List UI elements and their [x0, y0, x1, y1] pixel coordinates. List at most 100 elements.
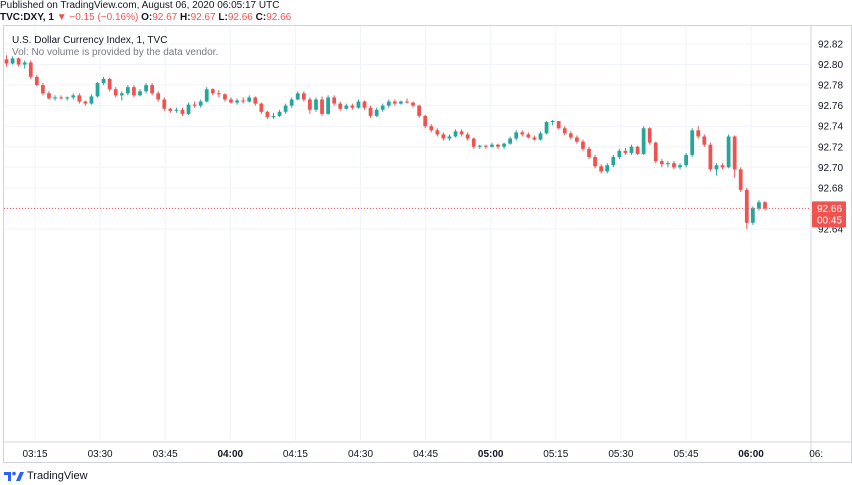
price-tick-label: 92.68 — [818, 183, 843, 194]
candle — [125, 85, 130, 96]
candle — [216, 90, 221, 98]
candle — [726, 134, 731, 169]
candle — [750, 206, 755, 225]
candle — [441, 132, 446, 141]
candle — [180, 107, 185, 116]
candle — [392, 99, 397, 106]
candle — [83, 100, 88, 106]
high-label: H: — [180, 12, 191, 23]
candle — [22, 60, 27, 69]
candle — [593, 154, 597, 169]
candle — [386, 99, 391, 108]
candle — [763, 201, 767, 211]
candle — [344, 103, 349, 110]
candle — [144, 83, 148, 94]
candle — [132, 85, 136, 98]
candle — [538, 131, 543, 141]
candle — [568, 131, 573, 140]
time-axis: 03:15 03:30 03:45 04:00 04:15 04:30 04:45 05:00… — [22, 449, 823, 460]
candle — [356, 99, 361, 109]
chart-grid — [4, 26, 852, 463]
candle — [113, 87, 118, 98]
candle — [174, 107, 179, 113]
candle — [738, 167, 743, 192]
candle — [411, 101, 415, 108]
candle — [204, 87, 209, 103]
candle — [338, 101, 343, 111]
candle — [647, 127, 652, 145]
candle — [477, 144, 482, 149]
candle — [575, 135, 579, 144]
candle — [508, 136, 513, 145]
price-tick-label: 92.82 — [818, 40, 843, 51]
candle — [514, 130, 519, 141]
close-label: C: — [255, 12, 267, 23]
candle — [320, 96, 324, 116]
candle — [198, 99, 203, 108]
symbol-ohlc-line: TVC:DXY, 1 ▼ −0.15 (−0.16%) O:92.67 H:92… — [0, 11, 291, 25]
open-label: O: — [141, 12, 153, 23]
open-value: 92.67 — [152, 12, 178, 23]
candle — [599, 164, 604, 174]
chart-title: U.S. Dollar Currency Index, 1, TVC — [12, 35, 168, 46]
candle — [119, 91, 124, 101]
candle — [4, 55, 9, 67]
candle — [732, 135, 737, 178]
candle — [629, 144, 634, 155]
candle — [10, 56, 15, 65]
time-tick-label: 05:15 — [543, 449, 568, 460]
candles — [4, 55, 767, 229]
candle — [459, 129, 464, 137]
candle — [229, 97, 233, 104]
candle — [28, 60, 33, 79]
price-tick-label: 92.64 — [818, 224, 843, 235]
candle — [16, 57, 21, 67]
candle — [653, 141, 658, 164]
candle — [690, 128, 695, 158]
candle — [605, 163, 610, 174]
candle — [162, 97, 167, 111]
candle — [65, 96, 70, 101]
candle — [47, 91, 51, 100]
time-tick-label: 05:00 — [478, 449, 504, 460]
time-tick-label: 04:00 — [218, 449, 244, 460]
candle — [702, 134, 707, 147]
candle — [326, 95, 330, 115]
candle — [314, 97, 318, 112]
price-tick-label: 92.70 — [818, 163, 843, 174]
candle — [295, 91, 300, 101]
candle — [587, 146, 591, 160]
candle — [435, 128, 440, 137]
candle — [271, 112, 276, 120]
candle — [526, 132, 531, 139]
candle — [659, 159, 664, 168]
close-value: 92.66 — [266, 12, 292, 23]
candle — [453, 129, 458, 138]
time-tick-label: 05:30 — [608, 449, 633, 460]
candle — [259, 102, 264, 114]
candle — [380, 103, 385, 112]
candle — [483, 144, 488, 149]
candle — [41, 83, 45, 96]
candle — [277, 109, 282, 117]
footer: TradingView — [0, 466, 852, 485]
candle — [471, 137, 476, 149]
candle — [562, 126, 567, 136]
price-tick-label: 92.80 — [818, 60, 843, 71]
time-tick-label: 03:30 — [88, 449, 113, 460]
candle — [744, 187, 749, 229]
change-value: −0.15 (−0.16%) — [69, 12, 139, 23]
candle — [59, 95, 63, 100]
candle — [708, 142, 713, 172]
candle — [71, 93, 76, 100]
tradingview-logo-icon — [4, 471, 24, 481]
last-price-badge — [812, 201, 846, 228]
candle — [429, 124, 434, 133]
candle — [556, 121, 561, 130]
candle — [672, 161, 676, 170]
symbol-label: TVC:DXY, 1 — [0, 12, 54, 23]
candle — [447, 134, 452, 141]
candle — [368, 105, 373, 118]
candle — [210, 88, 215, 96]
